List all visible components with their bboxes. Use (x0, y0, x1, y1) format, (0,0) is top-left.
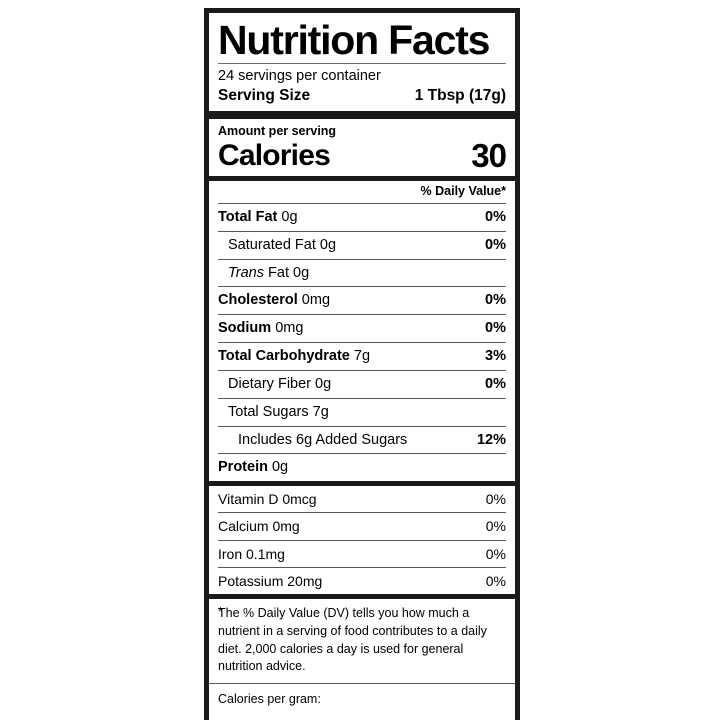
serving-size-label: Serving Size (218, 87, 311, 105)
title-underline (218, 63, 506, 65)
nutrient-name: Saturated Fat 0g (228, 236, 337, 253)
nutrient-dv: 0% (485, 545, 506, 562)
nutrient-name: Total Carbohydrate 7g (218, 348, 371, 365)
calories-value: 30 (471, 137, 507, 175)
serving-info: 24 servings per container Serving Size 1… (209, 64, 515, 111)
table-row-iron: Iron 0.1mg 0% (218, 539, 506, 567)
serving-size-row: Serving Size 1 Tbsp (17g) (218, 86, 506, 111)
nutrient-dv: 0% (485, 572, 506, 589)
nutrient-dv: 0% (485, 375, 506, 392)
daily-value-header: % Daily Value* (420, 184, 506, 199)
nutrient-name: Dietary Fiber 0g (228, 375, 332, 392)
nutrient-name: Vitamin D 0mcg (218, 491, 317, 508)
nutrient-dv: 0% (485, 518, 506, 535)
nutrient-name: Total Fat 0g (218, 208, 298, 225)
vitamin-table: Vitamin D 0mcg 0% Calcium 0mg 0% Iron 0.… (209, 486, 515, 594)
nutrient-dv: 0% (485, 320, 506, 337)
calories-row: Calories 30 (218, 137, 507, 176)
nutrient-name: Calcium 0mg (218, 518, 300, 535)
table-row-trans-fat: Trans Fat 0g (218, 258, 506, 287)
nutrient-table: Total Fat 0g 0% Saturated Fat 0g 0% Tran… (209, 202, 515, 481)
page-title: Nutrition Facts (218, 17, 490, 63)
table-row-total-sugars: Total Sugars 7g (218, 397, 506, 426)
nutrient-name: Cholesterol 0mg (218, 292, 331, 309)
nutrient-name: Trans Fat 0g (228, 264, 310, 281)
table-row-added-sugars: Includes 6g Added Sugars 12% (218, 425, 506, 454)
nutrient-dv: 12% (476, 431, 506, 448)
table-row-protein: Protein 0g (218, 453, 506, 481)
table-row-sodium: Sodium 0mg 0% (218, 314, 506, 342)
calories-per-gram-label: Calories per gram: (218, 692, 321, 707)
nutrition-facts-label: Nutrition Facts 24 servings per containe… (204, 8, 520, 720)
serving-size-value: 1 Tbsp (17g) (414, 87, 506, 105)
daily-value-footnote: * The % Daily Value (DV) tells you how m… (209, 599, 515, 683)
table-row-calcium: Calcium 0mg 0% (218, 512, 506, 539)
nutrient-name: Includes 6g Added Sugars (238, 431, 408, 448)
table-row-total-carbohydrate: Total Carbohydrate 7g 3% (218, 342, 506, 370)
calories-section: Amount per serving Calories 30 (209, 119, 515, 176)
table-row-cholesterol: Cholesterol 0mg 0% (218, 286, 506, 314)
footnote-asterisk: * (218, 604, 224, 620)
amount-per-serving-label: Amount per serving (218, 124, 337, 139)
table-row-total-fat: Total Fat 0g 0% (218, 202, 506, 231)
table-row-dietary-fiber: Dietary Fiber 0g 0% (218, 369, 506, 398)
calories-label: Calories (218, 138, 331, 172)
calories-per-gram-section: Calories per gram: Fat 9 · Carbohydrate … (209, 683, 515, 720)
footnote-text: The % Daily Value (DV) tells you how muc… (218, 606, 487, 674)
divider-after-serving (209, 111, 515, 120)
nutrient-name: Iron 0.1mg (218, 545, 285, 562)
nutrient-dv: 0% (485, 208, 506, 225)
nutrient-name: Protein 0g (218, 459, 289, 476)
nutrient-name: Total Sugars 7g (228, 403, 329, 420)
table-row-potassium: Potassium 20mg 0% (218, 566, 506, 594)
daily-value-header-wrap: % Daily Value* (209, 181, 515, 203)
nutrient-dv: 3% (485, 348, 506, 365)
nutrient-name: Potassium 20mg (218, 572, 323, 589)
divider-before-footnote (209, 594, 515, 600)
calories-per-gram-values: Fat 9 · Carbohydrate 4 · Protein 4 (218, 708, 506, 720)
nutrient-dv: 0% (485, 491, 506, 508)
nutrient-name: Sodium 0mg (218, 320, 304, 337)
label-header: Nutrition Facts (209, 13, 515, 63)
table-row-vitamin-d: Vitamin D 0mcg 0% (218, 486, 506, 512)
nutrient-dv: 0% (485, 292, 506, 309)
servings-per-container: 24 servings per container (218, 68, 381, 85)
table-row-saturated-fat: Saturated Fat 0g 0% (218, 230, 506, 259)
divider-before-vitamins (209, 481, 515, 487)
nutrient-dv: 0% (485, 236, 506, 253)
divider-after-calories (209, 176, 515, 182)
